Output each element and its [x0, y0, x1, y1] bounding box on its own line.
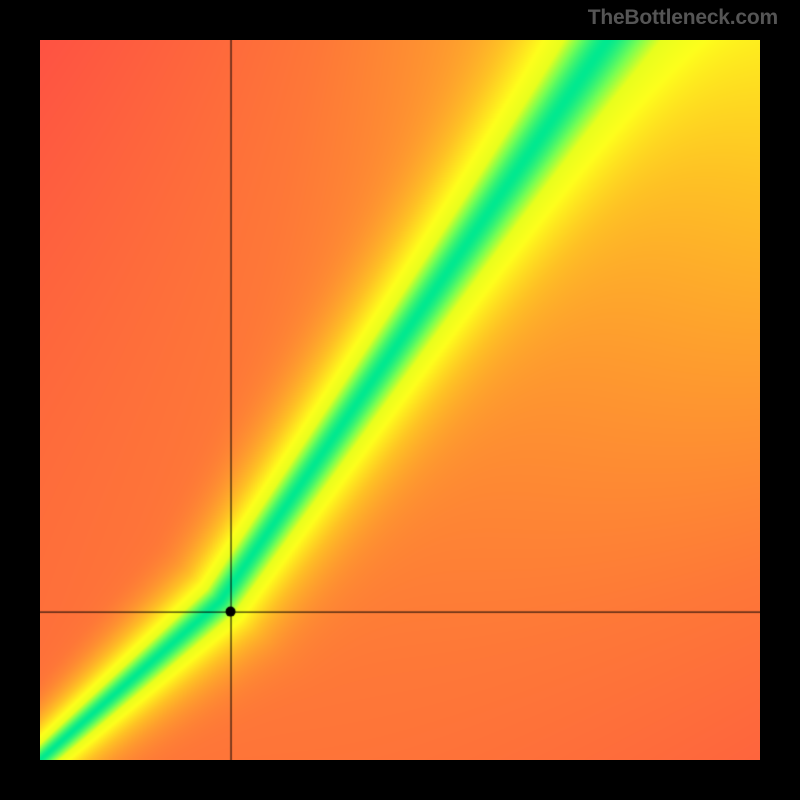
watermark: TheBottleneck.com	[588, 6, 778, 30]
heatmap-plot	[40, 40, 760, 760]
heatmap-canvas	[40, 40, 760, 760]
chart-container: TheBottleneck.com	[0, 0, 800, 800]
